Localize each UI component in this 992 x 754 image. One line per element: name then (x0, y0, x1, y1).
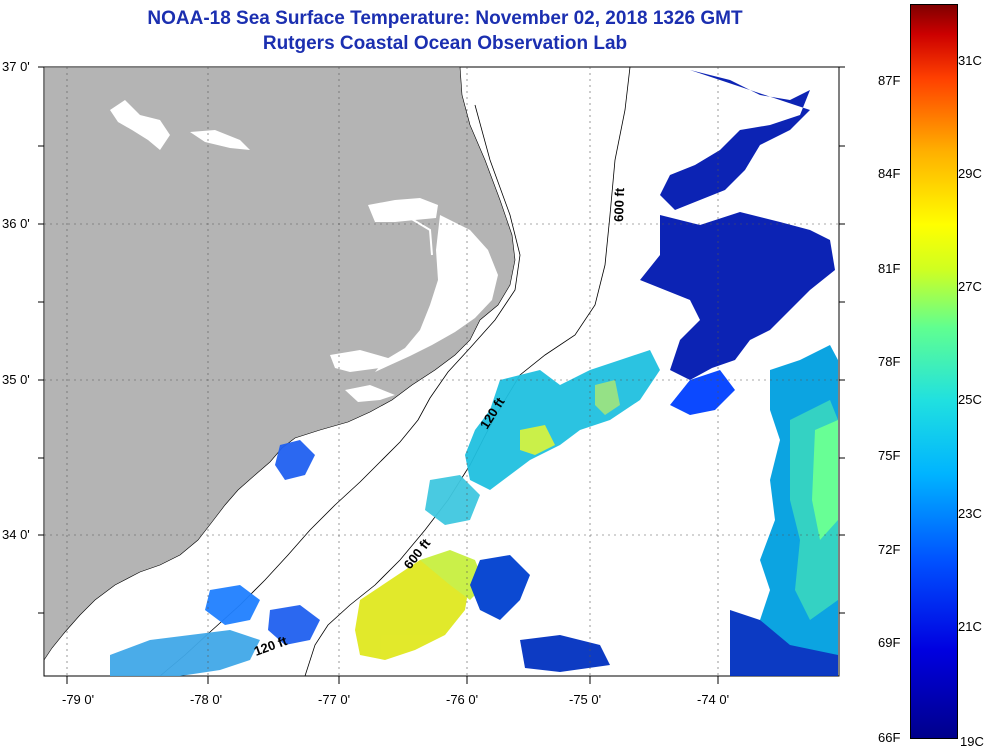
colorbar-f-81: 81F (878, 261, 901, 276)
colorbar-f-66: 66F (878, 730, 901, 745)
lon-label-75: -75 0' (569, 692, 602, 707)
lon-label-77: -77 0' (318, 692, 351, 707)
colorbar-c-31: 31C (958, 53, 982, 68)
colorbar-c-29: 29C (958, 166, 982, 181)
lat-label-34: 34 0' (2, 527, 30, 542)
colorbar-f-78: 78F (878, 354, 901, 369)
albemarle-sound (368, 198, 438, 222)
isobath-label-600-upper: 600 ft (611, 187, 627, 222)
colorbar-c-27: 27C (958, 279, 982, 294)
colorbar-f-72: 72F (878, 542, 901, 557)
river-upper (110, 100, 170, 150)
colorbar-f-84: 84F (878, 166, 901, 181)
colorbar-c-25: 25C (958, 392, 982, 407)
lon-label-79: -79 0' (62, 692, 95, 707)
neuse-river (345, 385, 395, 402)
lon-label-74: -74 0' (697, 692, 730, 707)
colorbar-c-23: 23C (958, 506, 982, 521)
map-subtitle: Rutgers Coastal Ocean Observation Lab (262, 33, 628, 54)
colorbar-f-75: 75F (878, 448, 901, 463)
colorbar-f-69: 69F (878, 635, 901, 650)
colorbar-f-87: 87F (878, 73, 901, 88)
lat-label-36: 36 0' (2, 216, 30, 231)
lat-label-35: 35 0' (2, 372, 30, 387)
map-title: NOAA-18 Sea Surface Temperature: Novembe… (147, 8, 743, 29)
temperature-colorbar (910, 4, 958, 739)
pamlico-river (330, 350, 395, 372)
graticule (44, 67, 839, 676)
colorbar-c-21: 21C (958, 619, 982, 634)
sst-patches (110, 70, 838, 676)
colorbar-c-19: 19C (960, 734, 984, 749)
lon-label-76: -76 0' (446, 692, 479, 707)
river-2 (190, 130, 250, 150)
lon-label-78: -78 0' (190, 692, 223, 707)
lat-label-37: 37 0' (2, 59, 30, 74)
